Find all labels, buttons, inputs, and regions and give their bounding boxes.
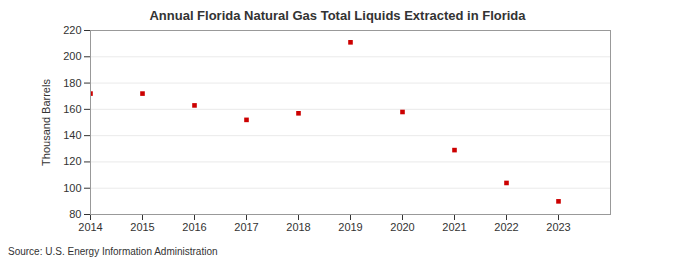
svg-text:140: 140 [63,129,81,141]
svg-text:2022: 2022 [494,221,518,233]
svg-text:2018: 2018 [286,221,310,233]
svg-text:2020: 2020 [390,221,414,233]
svg-text:2017: 2017 [234,221,258,233]
svg-text:160: 160 [63,103,81,115]
svg-text:2023: 2023 [546,221,570,233]
svg-text:100: 100 [63,182,81,194]
svg-text:200: 200 [63,50,81,62]
svg-text:Thousand Barrels: Thousand Barrels [40,79,52,166]
svg-text:2016: 2016 [182,221,206,233]
html-text:Source: U.S. Energy Informatio: Source: U.S. Energy Information Administ… [8,246,218,257]
svg-text:120: 120 [63,155,81,167]
svg-text:180: 180 [63,77,81,89]
svg-text:2014: 2014 [78,221,102,233]
svg-text:2021: 2021 [442,221,466,233]
svg-text:220: 220 [63,24,81,36]
svg-text:2015: 2015 [130,221,154,233]
html-text:Annual Florida Natural Gas Tot: Annual Florida Natural Gas Total Liquids… [149,8,526,23]
svg-text:2019: 2019 [338,221,362,233]
svg-text:80: 80 [69,208,81,220]
